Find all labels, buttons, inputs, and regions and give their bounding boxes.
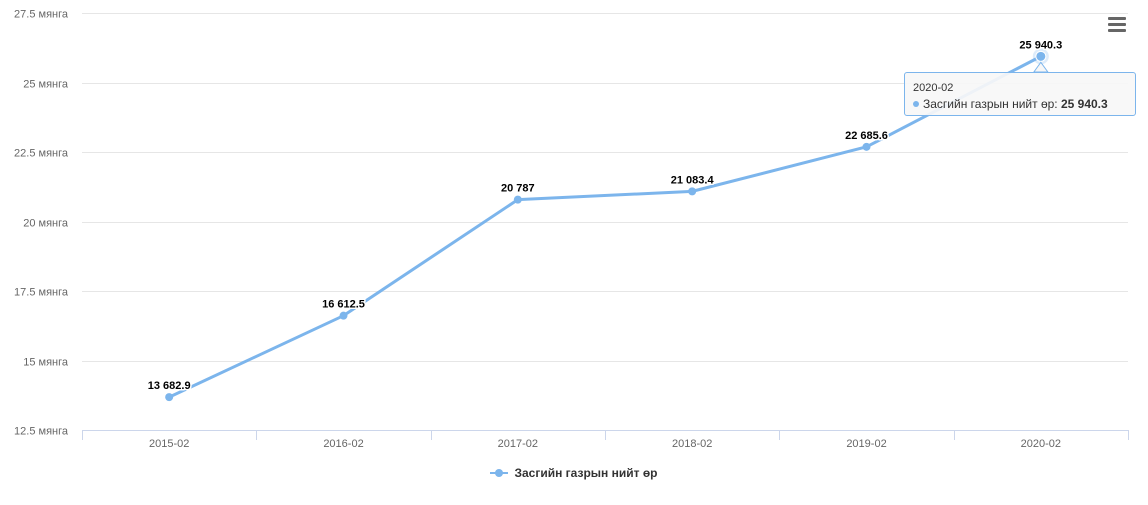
data-label: 25 940.3 (1019, 39, 1062, 51)
chart-legend: Засгийн газрын нийт өр (0, 466, 1148, 480)
tooltip-row: Засгийн газрын нийт өр: 25 940.3 (913, 97, 1127, 111)
tooltip-separator: : (1054, 97, 1061, 111)
y-tick-label: 15 мянга (23, 357, 69, 369)
data-point-marker (165, 393, 174, 402)
x-tick-label: 2017-02 (498, 438, 538, 450)
data-point-marker (862, 142, 871, 151)
tooltip-series-dot-icon (913, 101, 919, 107)
legend-label: Засгийн газрын нийт өр (514, 466, 658, 480)
data-label: 16 612.5 (322, 299, 365, 311)
tooltip-value: 25 940.3 (1060, 97, 1108, 111)
y-tick-label: 17.5 мянга (14, 287, 69, 299)
data-label: 20 787 (501, 183, 535, 195)
data-point-marker (688, 187, 697, 196)
y-tick-label: 20 мянга (23, 218, 69, 230)
x-tick-label: 2018-02 (672, 438, 712, 450)
x-tick-label: 2020-02 (1021, 438, 1061, 450)
y-tick-label: 12.5 мянга (14, 426, 69, 438)
x-tick-label: 2016-02 (323, 438, 363, 450)
tooltip-title: 2020-02 (913, 82, 954, 94)
y-tick-label: 27.5 мянга (14, 9, 69, 21)
series-line (167, 54, 1043, 399)
tooltip-series-name: Засгийн газрын нийт өр (923, 97, 1055, 111)
tooltip-pointer (1032, 61, 1049, 73)
hamburger-menu-icon[interactable] (1106, 15, 1128, 35)
data-label: 22 685.6 (845, 130, 888, 142)
legend-item[interactable]: Засгийн газрын нийт өр (490, 466, 658, 480)
x-tick-label: 2019-02 (846, 438, 886, 450)
y-tick-label: 25 мянга (23, 79, 69, 91)
data-point-marker (513, 195, 522, 204)
data-point-marker (1035, 50, 1047, 62)
legend-line-symbol-icon (490, 467, 509, 479)
data-label: 21 083.4 (671, 174, 715, 186)
x-tick-label: 2015-02 (149, 438, 189, 450)
y-tick-label: 22.5 мянга (14, 148, 69, 160)
data-point-marker (339, 311, 348, 320)
data-label: 13 682.9 (148, 380, 191, 392)
tooltip: 2020-02 Засгийн газрын нийт өр: 25 940.3 (904, 72, 1136, 116)
